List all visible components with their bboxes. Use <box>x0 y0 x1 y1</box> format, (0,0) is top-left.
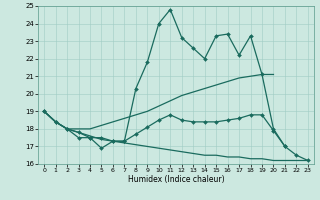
X-axis label: Humidex (Indice chaleur): Humidex (Indice chaleur) <box>128 175 224 184</box>
